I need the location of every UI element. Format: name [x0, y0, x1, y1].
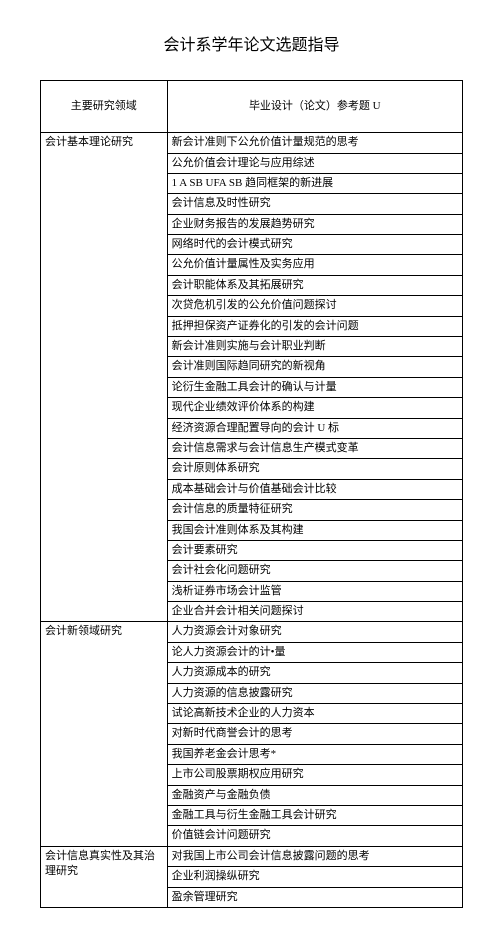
topic-cell: 价值链会计问题研究: [167, 826, 462, 846]
topic-cell: 上市公司股票期权应用研究: [167, 765, 462, 785]
topic-cell: 企业财务报告的发展趋势研究: [167, 214, 462, 234]
topic-cell: 论人力资源会计的计•量: [167, 642, 462, 662]
topic-cell: 公允价值会计理论与应用综述: [167, 153, 462, 173]
table-row: 会计新领域研究人力资源会计对象研究: [41, 622, 463, 642]
category-cell: 会计信息真实性及其治理研究: [41, 846, 168, 907]
category-cell: 会计基本理论研究: [41, 133, 168, 622]
topic-cell: 网络时代的会计模式研究: [167, 235, 462, 255]
topic-cell: 会计原则体系研究: [167, 459, 462, 479]
topic-cell: 新会计准则下公允价值计量规范的思考: [167, 133, 462, 153]
topic-cell: 对新时代商誉会计的思考: [167, 724, 462, 744]
table-header-row: 主要研究领域 毕业设计（论文）参考题 U: [41, 80, 463, 132]
topic-cell: 新会计准则实施与会计职业判断: [167, 337, 462, 357]
page-title: 会计系学年论文选题指导: [40, 31, 463, 55]
topic-cell: 盈余管理研究: [167, 887, 462, 907]
topic-cell: 会计准则国际趋同研究的新视角: [167, 357, 462, 377]
thesis-topics-table: 主要研究领域 毕业设计（论文）参考题 U 会计基本理论研究新会计准则下公允价值计…: [40, 80, 463, 908]
topic-cell: 金融工具与衍生金融工具会计研究: [167, 806, 462, 826]
topic-cell: 次贷危机引发的公允价值问题探讨: [167, 296, 462, 316]
topic-cell: 公允价值计量属性及实务应用: [167, 255, 462, 275]
topic-cell: 企业利润操纵研究: [167, 867, 462, 887]
topic-cell: 论衍生金融工具会计的确认与计量: [167, 377, 462, 397]
header-col1: 主要研究领域: [41, 80, 168, 132]
topic-cell: 会计信息需求与会计信息生产模式变革: [167, 438, 462, 458]
topic-cell: 1 A SB UFA SB 趋同框架的新进展: [167, 173, 462, 193]
topic-cell: 人力资源会计对象研究: [167, 622, 462, 642]
topic-cell: 对我国上市公司会计信息披露问题的思考: [167, 846, 462, 866]
topic-cell: 经济资源合理配置导向的会计 U 标: [167, 418, 462, 438]
table-row: 会计基本理论研究新会计准则下公允价值计量规范的思考: [41, 133, 463, 153]
topic-cell: 会计信息及时性研究: [167, 194, 462, 214]
topic-cell: 会计要素研究: [167, 540, 462, 560]
topic-cell: 现代企业绩效评价体系的构建: [167, 398, 462, 418]
topic-cell: 抵押担保资产证券化的引发的会计问题: [167, 316, 462, 336]
topic-cell: 会计社会化问题研究: [167, 561, 462, 581]
topic-cell: 浅析证券市场会计监管: [167, 581, 462, 601]
topic-cell: 人力资源的信息披露研究: [167, 683, 462, 703]
topic-cell: 会计信息的质量特征研究: [167, 500, 462, 520]
category-cell: 会计新领域研究: [41, 622, 168, 846]
topic-cell: 我国养老金会计思考*: [167, 744, 462, 764]
topic-cell: 成本基础会计与价值基础会计比较: [167, 479, 462, 499]
topic-cell: 企业合并会计相关问题探讨: [167, 602, 462, 622]
topic-cell: 金融资产与金融负债: [167, 785, 462, 805]
topic-cell: 会计职能体系及其拓展研究: [167, 275, 462, 295]
topic-cell: 试论高新技术企业的人力资本: [167, 704, 462, 724]
topic-cell: 人力资源成本的研究: [167, 663, 462, 683]
topic-cell: 我国会计准则体系及其构建: [167, 520, 462, 540]
header-col2: 毕业设计（论文）参考题 U: [167, 80, 462, 132]
table-row: 会计信息真实性及其治理研究对我国上市公司会计信息披露问题的思考: [41, 846, 463, 866]
